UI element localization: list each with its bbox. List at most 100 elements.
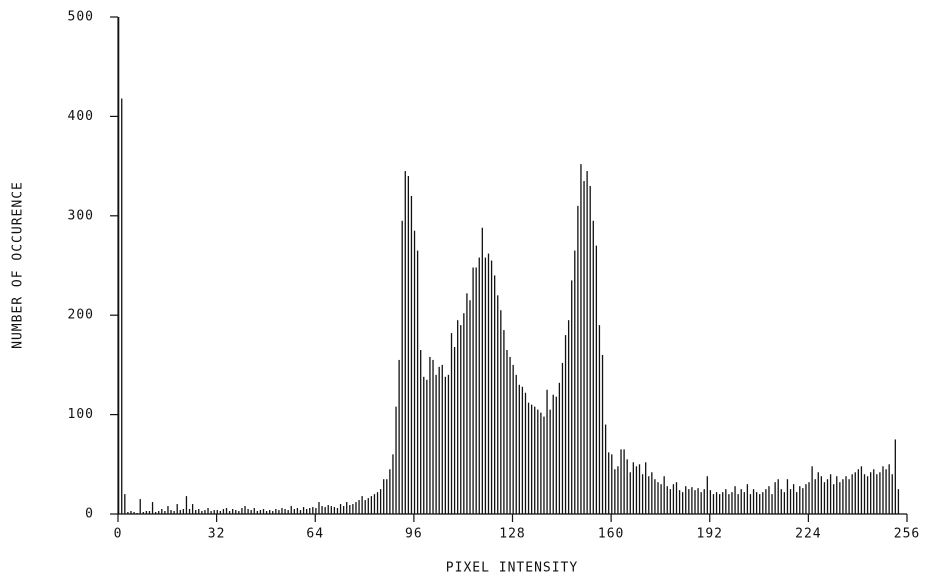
bar	[897, 489, 900, 514]
bar	[802, 488, 804, 514]
bar	[207, 508, 209, 514]
bar	[654, 479, 656, 514]
bar	[740, 489, 742, 514]
bar	[799, 486, 801, 514]
bar	[515, 374, 517, 514]
y-tick-label: 0	[85, 507, 94, 522]
bar	[592, 220, 594, 514]
bar	[272, 511, 274, 514]
bar	[580, 164, 582, 514]
bar	[352, 504, 354, 514]
bar	[497, 295, 499, 514]
bar	[638, 464, 641, 514]
bar	[663, 476, 665, 514]
bar	[586, 171, 588, 514]
bar	[700, 492, 702, 514]
bar	[527, 402, 530, 514]
bar	[608, 452, 610, 514]
bar	[805, 484, 807, 514]
bar	[682, 492, 684, 514]
y-axis-label: NUMBER OF OCCURENCE	[11, 181, 26, 349]
bar	[771, 494, 773, 514]
bar	[768, 486, 770, 514]
y-tick-label: 500	[68, 10, 94, 25]
bar	[262, 509, 265, 514]
bar	[158, 511, 160, 514]
bar	[392, 454, 394, 514]
bar	[333, 507, 336, 514]
bar	[136, 513, 138, 514]
bar	[416, 250, 419, 514]
bar	[395, 406, 397, 514]
bar	[709, 490, 712, 514]
bar	[743, 492, 745, 514]
bar	[774, 482, 776, 514]
bar	[860, 466, 863, 514]
bar	[472, 267, 474, 514]
bar	[842, 479, 844, 514]
x-tick-label: 192	[697, 527, 723, 542]
bar	[164, 511, 166, 514]
bar	[201, 511, 203, 514]
bar	[306, 509, 308, 514]
bar	[876, 474, 878, 514]
bar	[574, 250, 576, 514]
bar	[339, 504, 342, 514]
bar	[675, 482, 678, 514]
bar	[623, 449, 625, 514]
bar	[127, 512, 129, 514]
bar	[216, 510, 218, 514]
bar	[749, 494, 752, 514]
bar	[762, 492, 764, 514]
bar	[330, 506, 332, 514]
bar	[235, 510, 237, 514]
bar	[176, 504, 178, 514]
bar	[746, 484, 749, 514]
bar	[139, 499, 141, 514]
bar	[792, 484, 795, 514]
bar	[426, 379, 428, 514]
bar	[601, 354, 604, 514]
bar	[370, 496, 373, 514]
bar	[885, 469, 887, 514]
bar	[401, 220, 403, 514]
bar	[555, 396, 557, 514]
x-tick-label: 64	[306, 527, 324, 542]
bar	[614, 469, 616, 514]
bar	[857, 469, 859, 514]
bar	[789, 489, 792, 514]
bar	[453, 347, 456, 514]
bar	[715, 492, 718, 514]
bar	[564, 335, 567, 514]
bar	[706, 476, 708, 514]
bar	[281, 508, 283, 514]
bar	[478, 257, 480, 514]
bar	[121, 98, 123, 515]
bar	[518, 384, 520, 514]
bar	[404, 171, 406, 514]
bar	[179, 510, 181, 514]
bar	[407, 176, 410, 515]
bar	[269, 510, 271, 514]
bar	[500, 310, 502, 514]
bar	[355, 502, 357, 514]
bar	[611, 454, 613, 514]
bar	[210, 511, 212, 514]
bar	[312, 507, 314, 514]
bar	[161, 509, 163, 514]
bar	[524, 392, 527, 514]
bar	[342, 506, 345, 514]
bar	[558, 382, 561, 514]
bar	[290, 506, 292, 514]
x-tick-label: 32	[208, 527, 226, 542]
y-tick-label: 300	[68, 208, 94, 223]
bar	[836, 476, 838, 514]
x-tick-label: 224	[795, 527, 821, 542]
bar	[349, 505, 351, 514]
bar	[873, 469, 875, 514]
y-tick-label: 200	[68, 308, 94, 323]
bar	[894, 439, 896, 514]
bar	[617, 466, 619, 514]
bar	[133, 512, 135, 514]
bar	[423, 376, 425, 514]
